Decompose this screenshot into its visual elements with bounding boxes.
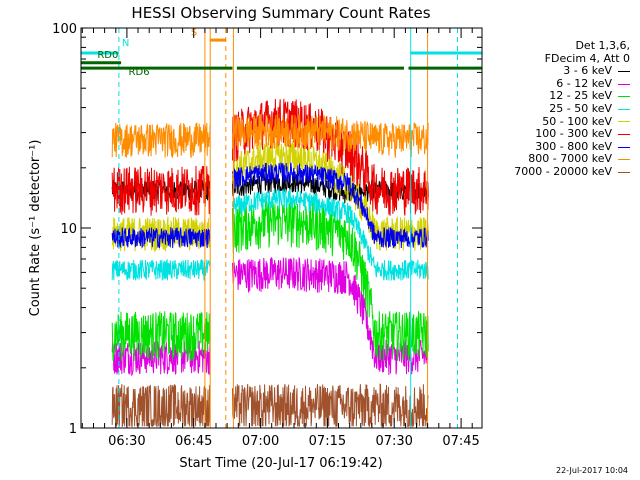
legend: Det 1,3,6, FDecim 4, Att 0 3 - 6 keV 6 - …: [488, 39, 630, 179]
series-line: [111, 162, 429, 249]
legend-entries: 3 - 6 keV 6 - 12 keV 12 - 25 keV 25 - 50 ke…: [488, 65, 630, 178]
legend-header-detectors: Det 1,3,6,: [575, 39, 630, 52]
legend-entry: 800 - 7000 keV: [488, 153, 630, 166]
series-line: [111, 199, 429, 362]
legend-swatch: [618, 146, 630, 148]
legend-label: 100 - 300 keV: [535, 127, 612, 141]
legend-header-decimation: FDecim 4, Att 0: [544, 51, 630, 65]
x-axis-label: Start Time (20-Jul-17 06:19:42): [179, 456, 382, 471]
axis-layer: 1 10 100 06:30 06:45 07:00 07:15 07:30 07:45: [52, 22, 482, 449]
legend-label: 12 - 25 keV: [549, 89, 612, 103]
legend-swatch: [618, 96, 630, 98]
legend-swatch: [618, 159, 630, 161]
flag-layer: NRD0RD6S: [81, 28, 482, 428]
legend-entry: 25 - 50 keV: [488, 101, 630, 116]
series-line: [111, 383, 429, 429]
chart-title: HESSI Observing Summary Count Rates: [131, 4, 430, 22]
legend-label: 3 - 6 keV: [563, 64, 612, 78]
legend-label: 50 - 100 keV: [542, 114, 612, 128]
x-tick-label: 07:00: [242, 434, 279, 449]
timestamp: 22-Jul-2017 10:04: [556, 466, 629, 475]
series-line: [111, 98, 429, 216]
series-line: [111, 112, 429, 158]
legend-label: 6 - 12 keV: [556, 76, 612, 90]
legend-swatch: [618, 108, 630, 110]
legend-label: 25 - 50 keV: [549, 101, 612, 115]
x-tick-label: 07:15: [309, 434, 346, 449]
legend-swatch: [618, 83, 630, 85]
y-tick-label: 100: [52, 22, 77, 37]
x-tick-label: 07:45: [442, 434, 479, 449]
legend-entry: 3 - 6 keV: [488, 65, 630, 78]
legend-entry: 12 - 25 keV: [488, 90, 630, 103]
legend-label: 800 - 7000 keV: [528, 152, 612, 166]
legend-entry: 50 - 100 keV: [488, 114, 630, 129]
legend-entry: 300 - 800 keV: [488, 139, 630, 154]
flag-annotation: N: [122, 38, 129, 49]
legend-entry: 6 - 12 keV: [488, 76, 630, 91]
y-tick-label: 1: [69, 422, 77, 437]
legend-label: 7000 - 20000 keV: [514, 164, 612, 178]
legend-swatch: [618, 121, 630, 123]
x-tick-label: 07:30: [375, 434, 412, 449]
x-tick-label: 06:30: [108, 434, 145, 449]
legend-swatch: [618, 171, 630, 173]
legend-swatch: [618, 133, 630, 135]
data-layer: [111, 98, 429, 429]
series-line: [111, 188, 429, 281]
y-axis-label: Count Rate (s⁻¹ detector⁻¹): [28, 140, 43, 317]
flag-annotation: RD6: [129, 67, 150, 78]
legend-swatch: [618, 70, 630, 72]
flag-annotation: RD0: [97, 50, 118, 61]
y-tick-label: 10: [60, 222, 77, 237]
legend-entry: 7000 - 20000 keV: [488, 164, 630, 179]
legend-label: 300 - 800 keV: [535, 139, 612, 153]
legend-entry: 100 - 300 keV: [488, 128, 630, 141]
x-tick-label: 06:45: [175, 434, 212, 449]
